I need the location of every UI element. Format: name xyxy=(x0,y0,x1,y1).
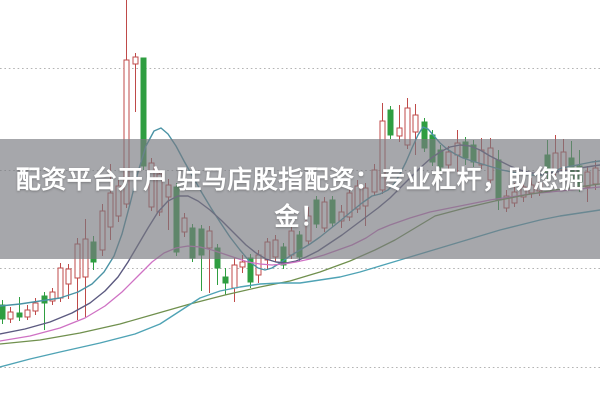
promo-banner: 配资平台开户 驻马店股指配资：专业杠杆，助您掘 金！ xyxy=(0,139,600,259)
promo-banner-line2: 金！ xyxy=(274,203,326,231)
promo-banner-line1: 配资平台开户 驻马店股指配资：专业杠杆，助您掘 xyxy=(15,166,585,194)
